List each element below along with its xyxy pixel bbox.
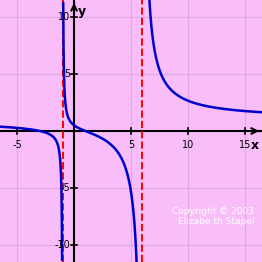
Text: x: x: [250, 139, 259, 152]
Text: 5: 5: [64, 69, 70, 79]
Text: 5: 5: [128, 140, 134, 150]
Text: 10: 10: [182, 140, 194, 150]
Text: y: y: [78, 4, 86, 18]
Text: -10: -10: [54, 240, 70, 250]
Text: 15: 15: [239, 140, 251, 150]
Text: Copyright © 2003
Elizabe th Stapel: Copyright © 2003 Elizabe th Stapel: [172, 207, 254, 226]
Text: 10: 10: [58, 12, 70, 22]
Text: -5: -5: [12, 140, 22, 150]
Text: -5: -5: [60, 183, 70, 193]
